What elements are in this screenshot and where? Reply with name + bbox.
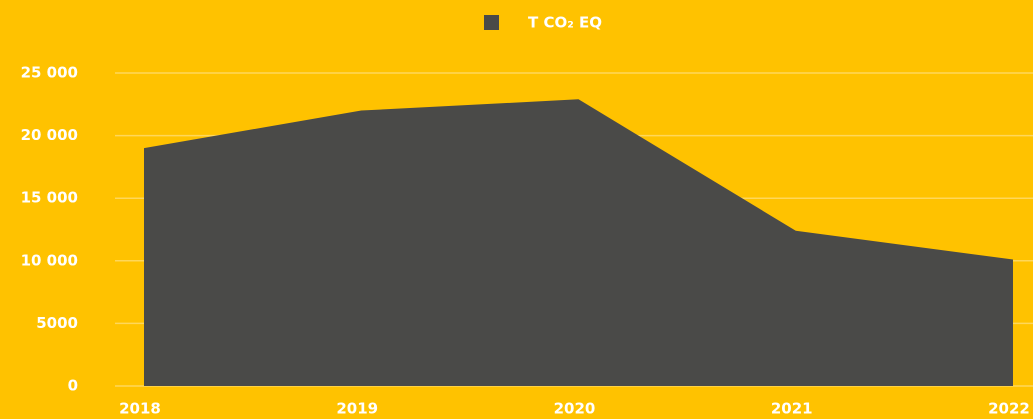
y-tick-label: 10 000 xyxy=(21,251,78,269)
labels: 0 5000 10 000 15 000 20 000 25 000 2018 2019 202… xyxy=(21,64,1030,418)
y-tick-label: 0 xyxy=(68,377,78,395)
x-tick-label: 2019 xyxy=(336,400,378,418)
y-tick-label: 15 000 xyxy=(21,189,78,207)
x-tick-label: 2021 xyxy=(771,400,813,418)
x-tick-label: 2022 xyxy=(988,400,1030,418)
y-tick-label: 25 000 xyxy=(21,64,78,82)
legend: T CO₂ EQ xyxy=(484,14,602,32)
y-tick-label: 20 000 xyxy=(21,126,78,144)
legend-swatch xyxy=(484,15,499,30)
plot-area xyxy=(144,99,1013,387)
y-tick-label: 5000 xyxy=(36,314,78,332)
x-tick-label: 2018 xyxy=(119,400,161,418)
x-tick-label: 2020 xyxy=(554,400,596,418)
area xyxy=(144,99,1013,387)
legend-label: T CO₂ EQ xyxy=(528,14,602,32)
